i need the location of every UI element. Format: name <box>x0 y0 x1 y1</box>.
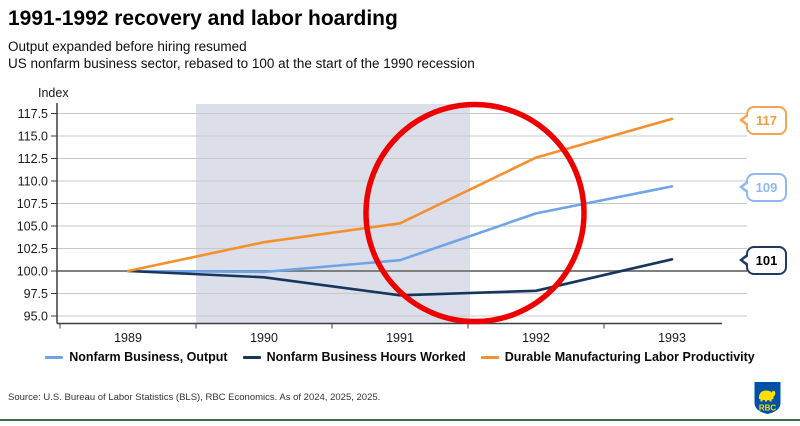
legend-dash-icon <box>242 355 261 359</box>
y-tick-label: 112.5 <box>18 152 48 166</box>
chart-subtitle-1: Output expanded before hiring resumed <box>8 39 247 54</box>
recession-band <box>196 104 470 324</box>
y-tick-label: 107.5 <box>17 197 48 211</box>
legend-dash-icon <box>480 355 499 359</box>
legend-item: Nonfarm Business Hours Worked <box>242 350 466 364</box>
rbc-lion-icon <box>769 398 772 402</box>
series-line <box>126 117 674 273</box>
y-tick-label: 100.0 <box>17 265 48 279</box>
y-tick-label: 97.5 <box>24 287 48 301</box>
chart-legend: Nonfarm Business, Output Nonfarm Business… <box>0 350 800 364</box>
chart-subtitle-2: US nonfarm business sector, rebased to 1… <box>8 56 475 71</box>
legend-label: Durable Manufacturing Labor Productivity <box>504 350 755 364</box>
x-tick-label: 1990 <box>250 331 278 345</box>
y-tick-label: 102.5 <box>17 242 48 256</box>
rbc-logo-text: RBC <box>759 404 777 413</box>
page-title: 1991-1992 recovery and labor hoarding <box>8 7 398 30</box>
x-tick-label: 1991 <box>386 331 414 345</box>
legend-item: Durable Manufacturing Labor Productivity <box>480 350 755 364</box>
x-tick-label: 1992 <box>522 331 550 345</box>
legend-label: Nonfarm Business Hours Worked <box>266 350 466 364</box>
y-tick-label: 95.0 <box>24 310 48 324</box>
rbc-lion-icon <box>759 390 776 401</box>
source-note: Source: U.S. Bureau of Labor Statistics … <box>8 392 381 403</box>
rbc-lion-icon <box>765 398 767 402</box>
footer-rule <box>0 419 800 421</box>
end-value-callout: 117 <box>739 105 787 135</box>
legend-item: Nonfarm Business, Output <box>45 350 228 364</box>
y-tick-label: 110.0 <box>18 175 48 189</box>
legend-dash-icon <box>45 355 64 359</box>
y-tick-label: 117.5 <box>18 107 48 121</box>
end-value-callout: 109 <box>739 173 787 203</box>
callout-tail-inner <box>743 114 750 125</box>
annotation-circle <box>363 101 587 325</box>
rbc-logo: RBC <box>754 382 781 414</box>
legend-label: Nonfarm Business, Output <box>69 350 228 364</box>
x-tick-label: 1993 <box>658 331 686 345</box>
callout-tail-inner <box>743 255 750 266</box>
rbc-lion-icon <box>760 398 763 402</box>
callout-tail-inner <box>743 182 750 193</box>
y-axis-title: Index <box>38 86 69 100</box>
end-value-callout: 101 <box>739 246 787 276</box>
y-tick-label: 115.0 <box>18 130 48 144</box>
rbc-lion-icon <box>771 390 776 395</box>
y-tick-label: 105.0 <box>17 220 48 234</box>
x-tick-label: 1989 <box>114 331 142 345</box>
